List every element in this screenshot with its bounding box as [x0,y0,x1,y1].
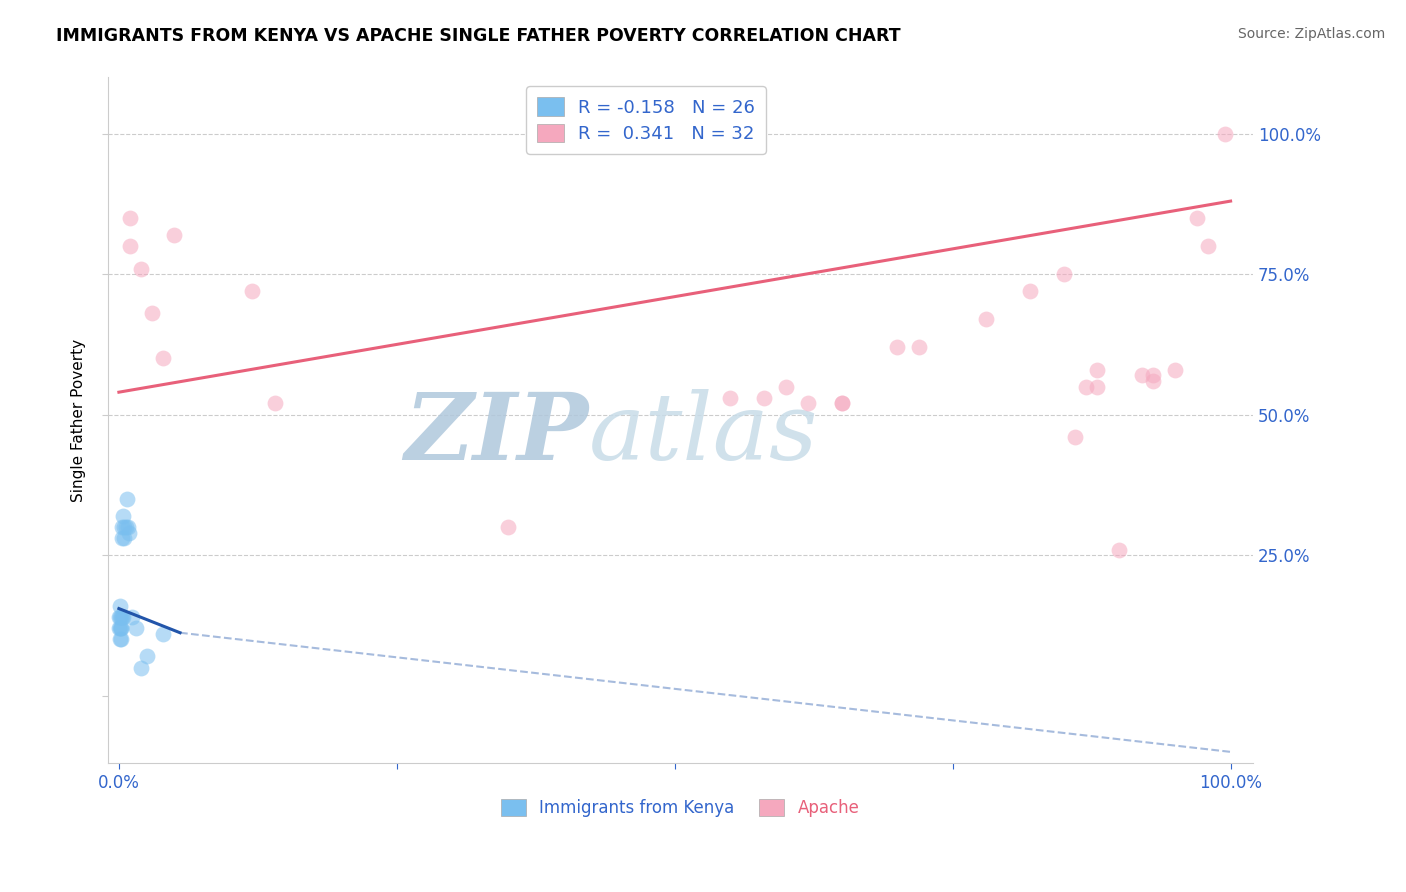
Text: atlas: atlas [589,389,818,479]
Point [108,632,131,647]
Point [141,306,163,320]
Point [108,599,131,613]
Point [496,520,519,534]
Point [1164,362,1187,376]
Point [112,508,135,523]
Point [118,525,141,540]
Point [121,610,143,624]
Point [118,239,141,253]
Point [108,610,131,624]
Point [1053,267,1076,281]
Point [152,627,174,641]
Point [129,660,152,674]
Point [152,351,174,366]
Point [1213,127,1236,141]
Point [1085,362,1108,376]
Point [163,227,186,242]
Point [974,312,997,326]
Point [110,610,132,624]
Point [263,396,285,410]
Point [831,396,853,410]
Point [114,520,136,534]
Y-axis label: Single Father Poverty: Single Father Poverty [72,339,86,502]
Point [1142,368,1164,383]
Point [111,531,134,545]
Point [1074,379,1097,393]
Point [108,621,131,635]
Point [114,531,136,545]
Point [110,621,132,635]
Point [1019,284,1042,298]
Point [112,610,135,624]
Point [108,621,131,635]
Point [1085,379,1108,393]
Point [1197,239,1219,253]
Point [1130,368,1153,383]
Point [1142,374,1164,388]
Point [117,520,139,534]
Point [886,340,908,354]
Text: Source: ZipAtlas.com: Source: ZipAtlas.com [1237,27,1385,41]
Point [240,284,263,298]
Point [110,632,132,647]
Point [110,621,132,635]
Point [797,396,820,410]
Point [1187,211,1209,225]
Point [1064,430,1087,444]
Point [124,621,146,635]
Point [718,391,741,405]
Point [115,491,138,506]
Point [831,396,853,410]
Text: IMMIGRANTS FROM KENYA VS APACHE SINGLE FATHER POVERTY CORRELATION CHART: IMMIGRANTS FROM KENYA VS APACHE SINGLE F… [56,27,901,45]
Point [775,379,797,393]
Point [111,520,134,534]
Legend: Immigrants from Kenya, Apache: Immigrants from Kenya, Apache [495,792,866,823]
Point [118,211,141,225]
Point [129,261,152,276]
Point [135,649,157,664]
Point [111,610,134,624]
Point [1108,542,1130,557]
Point [114,520,136,534]
Text: ZIP: ZIP [405,389,589,479]
Point [908,340,931,354]
Point [752,391,775,405]
Point [108,610,131,624]
